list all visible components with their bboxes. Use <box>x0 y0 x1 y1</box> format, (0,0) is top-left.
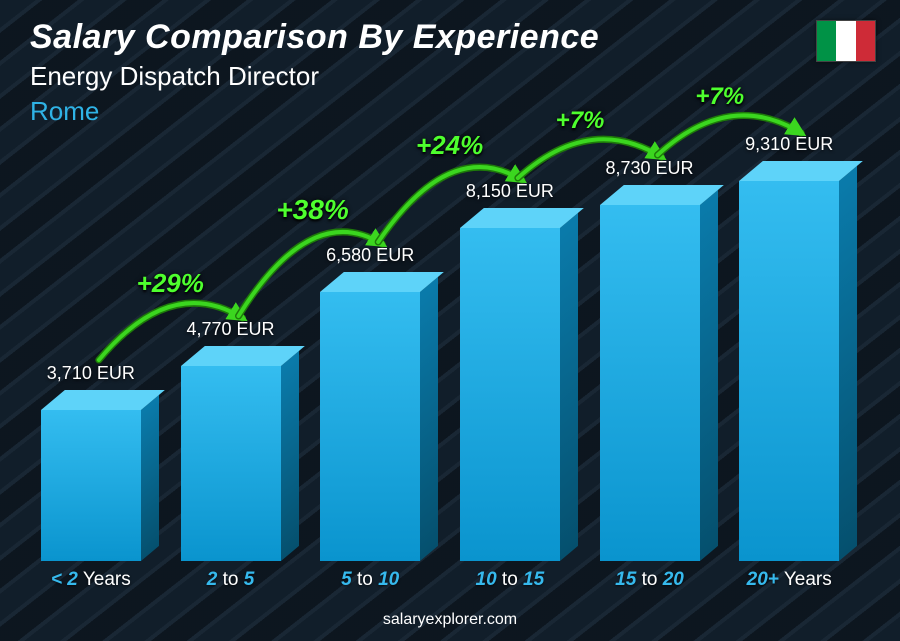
flag-stripe-red <box>856 21 875 61</box>
bar-slot: 3,710 EUR <box>30 91 152 561</box>
bar-slot: 9,310 EUR <box>728 91 850 561</box>
bar-side-face <box>141 395 159 561</box>
x-axis-label: < 2 Years <box>30 569 152 591</box>
x-axis-label: 2 to 5 <box>170 569 292 591</box>
infographic-stage: Salary Comparison By Experience Energy D… <box>0 0 900 641</box>
italy-flag-icon <box>816 20 876 62</box>
bar <box>600 205 700 561</box>
delta-percent-label: +29% <box>137 268 204 299</box>
bar <box>460 228 560 561</box>
x-axis-label: 20+ Years <box>728 569 850 591</box>
bar-value-label: 9,310 EUR <box>745 134 833 155</box>
flag-stripe-white <box>836 21 855 61</box>
bar-front-face <box>460 228 560 561</box>
bar-side-face <box>560 213 578 561</box>
delta-percent-label: +24% <box>416 130 483 161</box>
bars-row: 3,710 EUR 4,770 EUR 6,580 EUR 8,150 EUR 8,73… <box>30 91 850 561</box>
flag-stripe-green <box>817 21 836 61</box>
bar-value-label: 8,150 EUR <box>466 181 554 202</box>
bar-front-face <box>600 205 700 561</box>
page-title: Salary Comparison By Experience <box>30 18 599 57</box>
bar-front-face <box>739 181 839 561</box>
bar-slot: 6,580 EUR <box>309 91 431 561</box>
bar <box>41 410 141 561</box>
bar-front-face <box>41 410 141 561</box>
bar-value-label: 4,770 EUR <box>186 319 274 340</box>
salary-bar-chart: 3,710 EUR 4,770 EUR 6,580 EUR 8,150 EUR 8,73… <box>30 91 850 591</box>
bar-value-label: 3,710 EUR <box>47 363 135 384</box>
bar-value-label: 8,730 EUR <box>605 158 693 179</box>
x-axis-label: 10 to 15 <box>449 569 571 591</box>
x-axis-label: 15 to 20 <box>589 569 711 591</box>
bar-side-face <box>281 351 299 561</box>
delta-percent-label: +7% <box>556 107 605 135</box>
bar <box>320 292 420 561</box>
delta-percent-label: +7% <box>695 83 744 111</box>
page-subtitle: Energy Dispatch Director <box>30 61 599 92</box>
x-axis-label: 5 to 10 <box>309 569 431 591</box>
bar-slot: 4,770 EUR <box>170 91 292 561</box>
bar-side-face <box>839 166 857 561</box>
bar-side-face <box>420 277 438 561</box>
x-axis-labels: < 2 Years 2 to 5 5 to 10 10 to 15 15 to 20 20… <box>30 569 850 591</box>
bar-front-face <box>320 292 420 561</box>
footer-source: salaryexplorer.com <box>0 611 900 629</box>
bar-side-face <box>700 190 718 561</box>
delta-percent-label: +38% <box>276 194 348 226</box>
bar-slot: 8,150 EUR <box>449 91 571 561</box>
bar-value-label: 6,580 EUR <box>326 245 414 266</box>
bar <box>181 366 281 561</box>
bar-slot: 8,730 EUR <box>589 91 711 561</box>
bar <box>739 181 839 561</box>
bar-front-face <box>181 366 281 561</box>
